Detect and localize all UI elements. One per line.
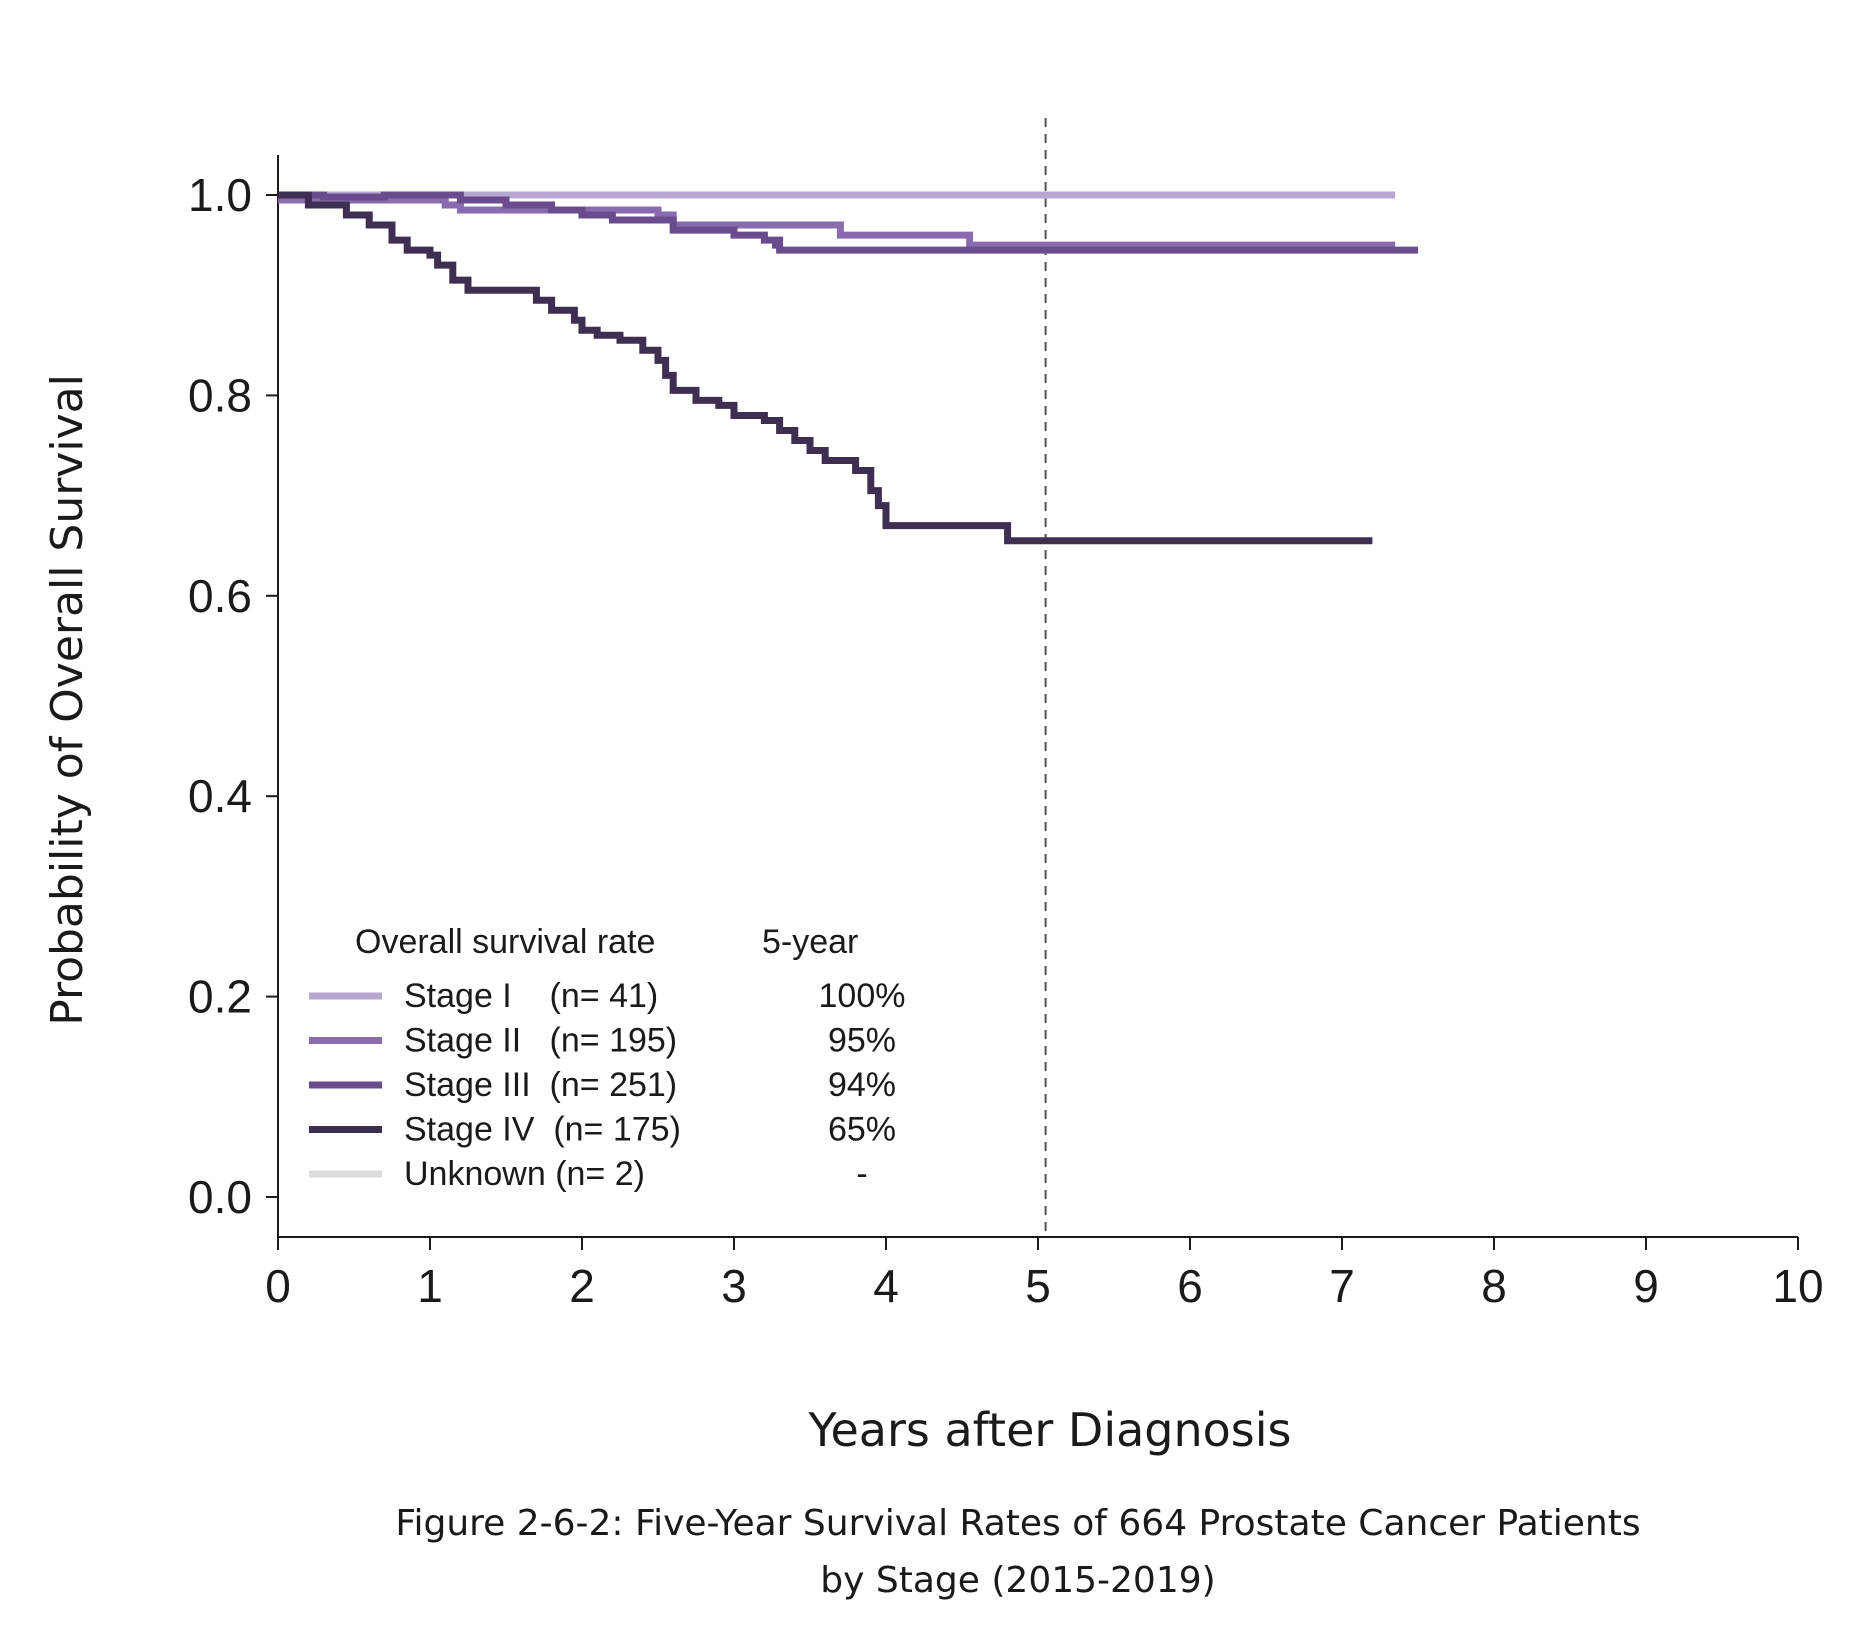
legend-label: Stage III (n= 251) <box>404 1066 677 1104</box>
x-tick-label: 6 <box>1177 1260 1203 1312</box>
caption-line-1: Figure 2-6-2: Five-Year Survival Rates o… <box>395 1503 1640 1544</box>
x-tick-label: 4 <box>873 1260 899 1312</box>
y-tick-label: 0.0 <box>188 1171 252 1223</box>
legend: Overall survival rate 5-year Stage I (n=… <box>309 923 905 1193</box>
x-tick-label: 1 <box>417 1260 443 1312</box>
x-tick-label: 10 <box>1772 1260 1823 1312</box>
axes: 0.0 0.2 0.4 0.6 0.8 1.0 0 1 2 3 4 5 6 7 8 9 10 <box>188 155 1824 1312</box>
x-tick-label: 2 <box>569 1260 595 1312</box>
legend-header-left: Overall survival rate <box>355 923 655 961</box>
x-tick-label: 9 <box>1633 1260 1659 1312</box>
legend-rate: 65% <box>828 1111 896 1149</box>
legend-rate: 100% <box>819 977 906 1015</box>
survival-curve-3 <box>278 196 1396 249</box>
y-tick-label: 1.0 <box>188 169 252 221</box>
x-tick-label: 5 <box>1025 1260 1051 1312</box>
x-tick-label: 8 <box>1481 1260 1507 1312</box>
legend-label: Stage II (n= 195) <box>404 1022 677 1060</box>
legend-rate: 94% <box>828 1066 896 1104</box>
y-axis-label: Probability of Overall Survival <box>42 374 93 1026</box>
legend-label: Unknown (n= 2) <box>404 1155 645 1193</box>
x-tick-label: 7 <box>1329 1260 1355 1312</box>
legend-header-right: 5-year <box>762 923 858 961</box>
legend-rate: 95% <box>828 1022 896 1060</box>
legend-label: Stage I (n= 41) <box>404 977 658 1015</box>
y-tick-label: 0.6 <box>188 570 252 622</box>
y-tick-label: 0.4 <box>188 770 252 822</box>
x-tick-label: 3 <box>721 1260 747 1312</box>
survival-curve-5 <box>278 191 1373 545</box>
x-tick-label: 0 <box>265 1260 291 1312</box>
caption-line-2: by Stage (2015-2019) <box>820 1560 1215 1601</box>
legend-label: Stage IV (n= 175) <box>404 1111 681 1149</box>
legend-rate: - <box>856 1155 867 1193</box>
series-layer <box>278 191 1418 545</box>
x-axis-label: Years after Diagnosis <box>807 1403 1291 1457</box>
y-tick-label: 0.8 <box>188 369 252 421</box>
survival-curve-4 <box>278 191 1418 254</box>
y-tick-label: 0.2 <box>188 971 252 1023</box>
